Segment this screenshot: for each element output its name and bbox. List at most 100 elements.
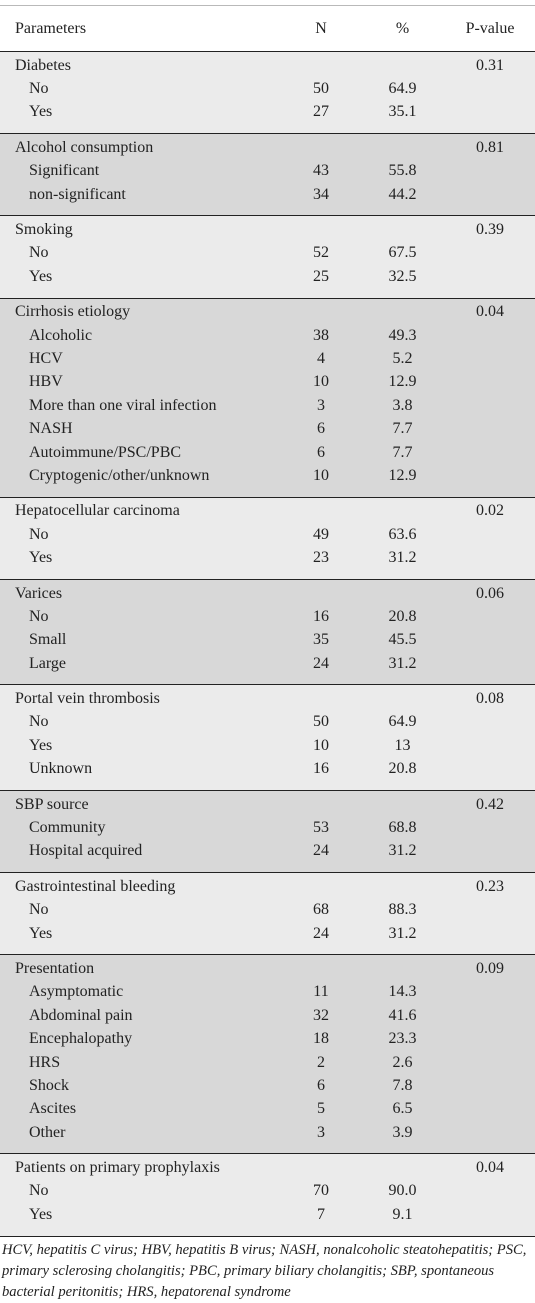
row-label: Abdominal pain [29,1006,133,1024]
group-pvalue: 0.81 [476,138,504,156]
row-label: Unknown [29,760,93,778]
row-percent: 7.7 [392,420,413,438]
row-label: Yes [29,267,53,285]
table-row: HCV 4 5.2 [0,347,535,370]
row-group: Cirrhosis etiology 0.04 Alcoholic 38 49.3 HCV… [0,298,535,498]
header-parameters: Parameters [15,19,87,37]
group-title: Varices [15,584,63,602]
table-row: No 16 20.8 [0,605,535,628]
row-percent: 5.2 [392,349,413,367]
row-n: 6 [317,1076,325,1094]
row-label: No [29,901,49,919]
row-n: 3 [317,1123,325,1141]
row-percent: 9.1 [392,1205,413,1223]
row-label: More than one viral infection [29,396,217,414]
group-title-row: Presentation 0.09 [0,957,535,980]
table-header: Parameters N % P-value [0,6,535,52]
table-row: Yes 27 35.1 [0,101,535,124]
row-label: Autoimmune/PSC/PBC [29,443,182,461]
row-percent: 88.3 [388,901,417,919]
group-pvalue: 0.31 [476,56,504,74]
row-n: 24 [313,924,329,942]
row-percent: 20.8 [388,607,417,625]
group-pvalue: 0.06 [476,584,504,602]
row-group: SBP source 0.42 Community 53 68.8 Hospital ac… [0,790,535,874]
row-n: 11 [313,983,329,1001]
group-title-row: Smoking 0.39 [0,218,535,241]
row-n: 27 [313,103,329,121]
group-title-row: Portal vein thrombosis 0.08 [0,687,535,710]
row-label: Cryptogenic/other/unknown [29,466,210,484]
group-title-row: Alcohol consumption 0.81 [0,136,535,159]
row-label: Small [29,631,67,649]
row-label: HCV [29,349,63,367]
row-label: Significant [29,162,100,180]
row-n: 38 [313,326,329,344]
row-percent: 55.8 [388,162,417,180]
table-row: Yes 7 9.1 [0,1203,535,1226]
group-title: Gastrointestinal bleeding [15,877,176,895]
row-group: Presentation 0.09 Asymptomatic 11 14.3 Abdomi… [0,955,535,1155]
group-pvalue: 0.23 [476,877,504,895]
row-group: Alcohol consumption 0.81 Significant 43 55.8… [0,134,535,217]
table-row: No 50 64.9 [0,77,535,100]
table-row: HRS 2 2.6 [0,1051,535,1074]
row-n: 6 [317,420,325,438]
table-row: No 70 90.0 [0,1180,535,1203]
group-title: Smoking [15,221,73,239]
table-body: Diabetes 0.31 No 50 64.9 Yes 27 35.1 Alcohol con… [0,52,535,1237]
row-percent: 41.6 [388,1006,417,1024]
row-n: 3 [317,396,325,414]
row-label: Large [29,654,67,672]
row-n: 35 [313,631,329,649]
row-percent: 35.1 [388,103,417,121]
group-title-row: Gastrointestinal bleeding 0.23 [0,875,535,898]
table-row: Yes 25 32.5 [0,265,535,288]
group-title-row: SBP source 0.42 [0,793,535,816]
row-n: 10 [313,466,329,484]
table-row: Unknown 16 20.8 [0,758,535,781]
table-row: Significant 43 55.8 [0,160,535,183]
group-title-row: Diabetes 0.31 [0,54,535,77]
row-label: Community [29,819,106,837]
row-group: Smoking 0.39 No 52 67.5 Yes 25 32.5 [0,216,535,299]
table-row: Encephalopathy 18 23.3 [0,1027,535,1050]
row-label: Yes [29,736,53,754]
group-pvalue: 0.04 [476,1159,504,1177]
group-pvalue: 0.09 [476,959,504,977]
row-percent: 32.5 [388,267,417,285]
row-label: Yes [29,1205,53,1223]
row-n: 50 [313,713,329,731]
row-label: Shock [29,1076,69,1094]
table-row: More than one viral infection 3 3.8 [0,394,535,417]
table-row: Small 35 45.5 [0,629,535,652]
group-title: Patients on primary prophylaxis [15,1159,220,1177]
row-label: Yes [29,103,53,121]
row-percent: 14.3 [388,983,417,1001]
group-title-row: Hepatocellular carcinoma 0.02 [0,500,535,523]
row-n: 70 [313,1182,329,1200]
row-percent: 6.5 [392,1100,413,1118]
table-row: Abdominal pain 32 41.6 [0,1004,535,1027]
row-label: NASH [29,420,73,438]
table-row: No 50 64.9 [0,711,535,734]
group-title: SBP source [15,795,89,813]
table-row: HBV 10 12.9 [0,371,535,394]
table-row: Yes 24 31.2 [0,922,535,945]
group-title: Hepatocellular carcinoma [15,502,180,520]
row-percent: 12.9 [388,466,417,484]
group-title: Cirrhosis etiology [15,303,131,321]
row-label: HBV [29,373,63,391]
row-label: Alcoholic [29,326,93,344]
row-n: 10 [313,373,329,391]
row-percent: 23.3 [388,1030,417,1048]
row-label: Yes [29,924,53,942]
table-row: Alcoholic 38 49.3 [0,324,535,347]
row-n: 24 [313,842,329,860]
top-rule [0,0,535,6]
table-row: Other 3 3.9 [0,1121,535,1144]
table-row: Asymptomatic 11 14.3 [0,981,535,1004]
row-percent: 63.6 [388,525,417,543]
table-row: Shock 6 7.8 [0,1074,535,1097]
